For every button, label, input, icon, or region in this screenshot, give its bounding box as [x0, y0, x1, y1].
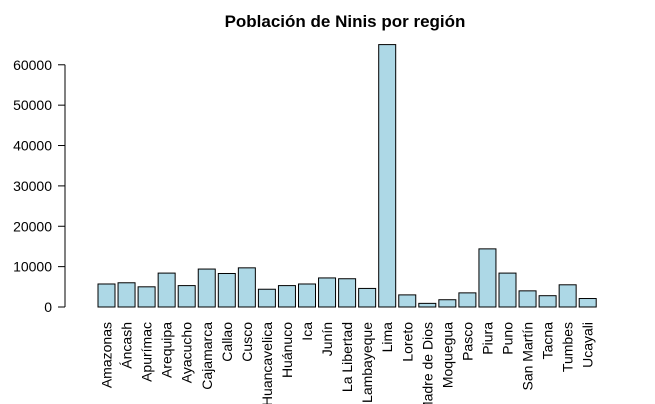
bar [538, 295, 557, 308]
bar [478, 248, 497, 308]
x-tick-label: Junín [319, 322, 335, 356]
x-tick-label: Madre de Dios [419, 322, 435, 404]
x-tick-label: Moquegua [439, 322, 455, 388]
y-tick-label: 0 [44, 299, 52, 315]
y-tick-label: 50000 [13, 97, 52, 113]
bar [157, 272, 176, 308]
x-tick-label: Callao [219, 322, 235, 362]
bar [97, 283, 116, 308]
bar [117, 282, 136, 308]
x-tick-label: Huancavelica [259, 322, 275, 404]
y-tick-label: 40000 [13, 138, 52, 154]
x-tick-label: Huánuco [279, 322, 295, 378]
x-tick-label: Puno [500, 322, 516, 355]
bar [217, 272, 236, 308]
x-tick-label: Tumbes [560, 322, 576, 372]
x-tick-label: Arequipa [159, 322, 175, 378]
bar [318, 277, 337, 308]
x-tick-label: Apurímac [139, 322, 155, 382]
x-tick-label: Tacna [540, 322, 556, 360]
y-tick-label: 10000 [13, 259, 52, 275]
bar [257, 288, 276, 308]
y-tick-label: 60000 [13, 57, 52, 73]
bars [97, 44, 597, 308]
bar [398, 294, 417, 308]
x-tick-label: Áncash [119, 322, 135, 369]
x-axis-labels: Amazonas Áncash Apurímac Arequipa Ayacucho Ca… [99, 322, 596, 404]
y-axis: 0 10000 20000 30000 40000 50000 60000 [13, 57, 66, 315]
bar [137, 286, 156, 308]
bar [277, 285, 296, 308]
bar [298, 283, 316, 308]
x-tick-label: La Libertad [339, 322, 355, 392]
x-tick-label: Lambayeque [359, 322, 375, 403]
x-tick-label: Loreto [399, 322, 415, 362]
x-tick-label: Ucayali [580, 322, 596, 368]
bar [338, 278, 357, 308]
bar [578, 298, 597, 308]
x-tick-label: Piura [479, 322, 495, 355]
bar [438, 299, 457, 308]
x-tick-label: Cusco [239, 322, 255, 362]
bar [558, 284, 577, 308]
x-tick-label: Lima [379, 322, 395, 353]
bar [498, 272, 517, 308]
bar [418, 302, 437, 308]
bar [378, 44, 397, 308]
y-tick-label: 20000 [13, 218, 52, 234]
bar [458, 292, 477, 308]
x-tick-label: Cajamarca [199, 322, 215, 390]
chart-title: Población de Ninis por región [225, 12, 466, 31]
bar [177, 285, 196, 308]
x-tick-label: Amazonas [99, 322, 115, 388]
y-tick-label: 30000 [13, 178, 52, 194]
bar [237, 267, 256, 308]
bar [358, 287, 377, 308]
x-tick-label: San Martín [520, 322, 536, 390]
x-tick-label: Pasco [459, 322, 475, 361]
x-tick-label: Ica [299, 322, 315, 341]
x-tick-label: Ayacucho [179, 322, 195, 383]
bar [518, 290, 537, 308]
bar [197, 268, 216, 308]
